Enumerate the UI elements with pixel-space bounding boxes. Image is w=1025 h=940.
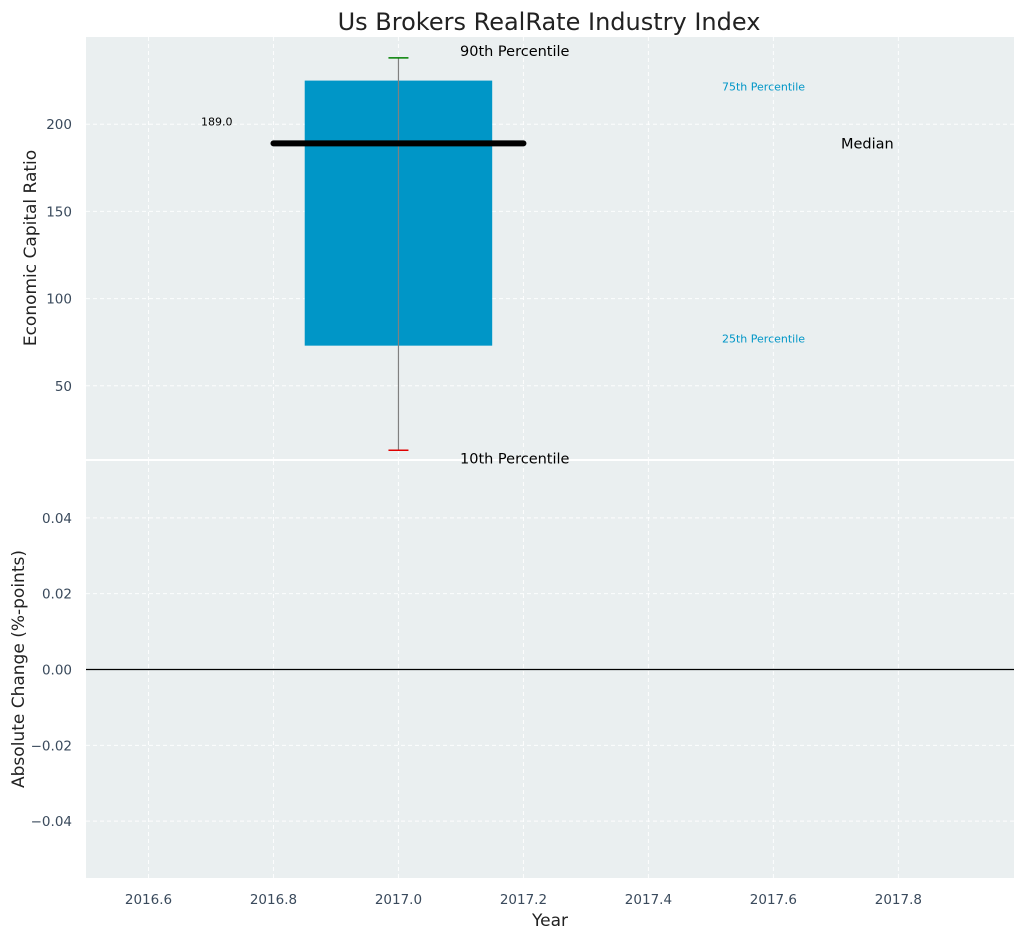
bottom-panel-ylabel: Absolute Change (%-points) [9,550,29,788]
bottom-y-tick-label: 0.02 [42,587,72,603]
p90-annotation: 90th Percentile [460,44,570,60]
chart-title: Us Brokers RealRate Industry Index [338,8,761,36]
median-value-label: 189.0 [201,115,233,128]
top-y-tick-label: 100 [46,292,72,308]
x-tick-label: 2016.8 [250,892,297,908]
top-panel-ylabel: Economic Capital Ratio [21,150,41,346]
bottom-y-tick-label: 0.00 [42,663,72,679]
x-tick-label: 2017.4 [625,892,672,908]
top-y-tick-label: 150 [46,204,72,220]
top-y-tick-label: 50 [55,379,72,395]
x-tick-label: 2017.2 [500,892,547,908]
x-tick-label: 2016.6 [125,892,172,908]
x-tick-label: 2017.6 [750,892,797,908]
p25-annotation: 25th Percentile [722,333,805,346]
x-tick-label: 2017.0 [375,892,422,908]
bottom-y-tick-label: −0.02 [31,738,72,754]
p75-annotation: 75th Percentile [722,81,805,94]
top-panel-background [86,37,1014,459]
bottom-y-tick-label: −0.04 [31,814,72,830]
x-tick-label: 2017.8 [875,892,922,908]
bottom-y-tick-label: 0.04 [42,511,72,527]
x-axis-label: Year [531,911,568,931]
p10-annotation: 10th Percentile [460,451,570,467]
top-y-tick-label: 200 [46,117,72,133]
median-annotation: Median [841,136,894,152]
